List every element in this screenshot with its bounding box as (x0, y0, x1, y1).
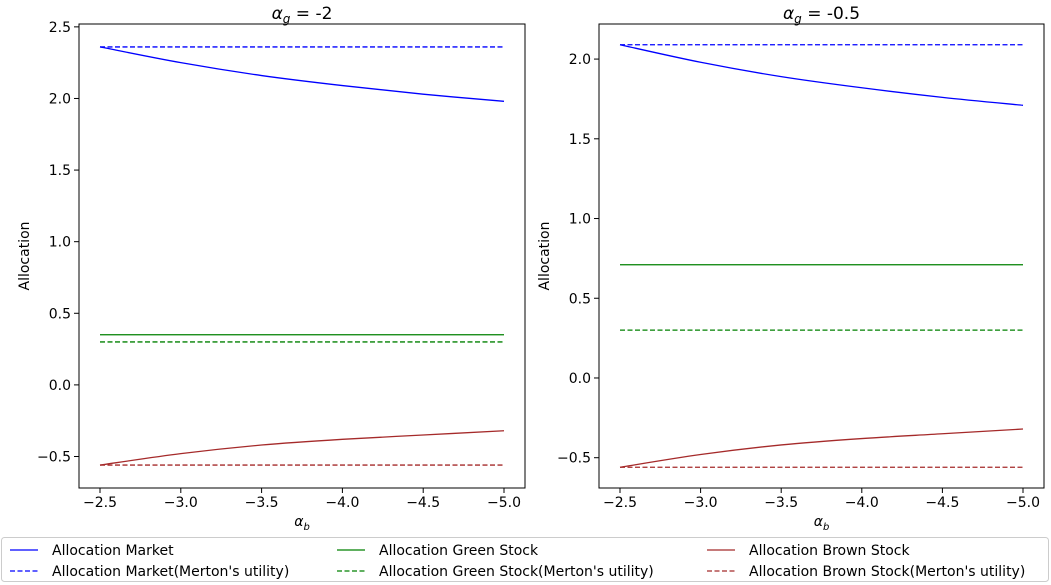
chart-title: αg = -2 (272, 4, 333, 26)
x-axis-label: αb (814, 514, 830, 533)
legend-label: Allocation Brown Stock(Merton's utility) (749, 564, 1025, 580)
x-axis-label-symbol: α (814, 514, 824, 530)
legend-label: Allocation Green Stock (379, 543, 539, 559)
x-axis-label-symbol: α (294, 514, 304, 530)
x-tick-label: −3.0 (684, 495, 718, 511)
x-tick-label: −4.0 (325, 495, 359, 511)
series-line-allocation-market (99, 46, 505, 102)
y-tick-label: 1.0 (49, 235, 71, 251)
legend-label: Allocation Market (52, 543, 174, 559)
y-axis-label: Allocation (537, 221, 553, 290)
x-tick-label: −5.0 (1006, 495, 1040, 511)
legend-frame (1, 537, 1049, 582)
y-tick-label: 2.5 (49, 20, 71, 36)
x-tick-label: −5.0 (487, 495, 521, 511)
y-tick-label: 0.0 (49, 378, 71, 394)
x-tick-label: −3.5 (245, 495, 279, 511)
series-line-allocation-brown-stock (619, 428, 1024, 468)
chart-panel-1: −2.5 −3.0 −3.5 −4.0 −4.5 −5.0 −0.5 0.0 0.5 1.0 1.5… (17, 4, 526, 533)
chart-title-subscript: g (283, 12, 291, 26)
x-tick-label: −4.5 (406, 495, 440, 511)
y-tick-label: 1.0 (569, 212, 591, 228)
chart-title-symbol: α (783, 4, 794, 24)
x-tick-label: −2.5 (83, 495, 117, 511)
y-tick-label: 1.5 (49, 163, 71, 179)
plot-frame (598, 23, 1045, 489)
legend-label: Allocation Green Stock(Merton's utility) (379, 564, 654, 580)
chart-title-value: = -0.5 (802, 4, 860, 24)
x-tick-label: −2.5 (603, 495, 637, 511)
y-axis-label: Allocation (17, 221, 33, 290)
y-tick-label: 2.0 (569, 52, 591, 68)
chart-title: αg = -0.5 (783, 4, 860, 26)
y-tick-label: −0.5 (37, 449, 71, 465)
y-tick-label: 0.0 (569, 371, 591, 387)
x-tick-label: −3.5 (764, 495, 798, 511)
plot-frame (78, 23, 526, 489)
series-line-allocation-market (619, 44, 1024, 106)
chart-panel-2: −2.5 −3.0 −3.5 −4.0 −4.5 −5.0 −0.5 0.0 0.5 1.0 1.5… (537, 4, 1045, 533)
x-tick-label: −3.0 (164, 495, 198, 511)
chart-title-value: = -2 (290, 4, 332, 24)
series-line-allocation-brown-stock (99, 430, 505, 466)
x-axis-label-subscript: b (303, 522, 309, 533)
x-tick-label: −4.5 (925, 495, 959, 511)
x-tick-label: −4.0 (845, 495, 879, 511)
legend-label: Allocation Market(Merton's utility) (52, 564, 289, 580)
y-tick-label: −0.5 (557, 451, 591, 467)
legend: Allocation Market Allocation Market(Merto… (1, 537, 1049, 582)
x-axis-label-subscript: b (823, 522, 829, 533)
y-tick-label: 2.0 (49, 91, 71, 107)
legend-label: Allocation Brown Stock (749, 543, 910, 559)
y-tick-label: 1.5 (569, 132, 591, 148)
y-tick-label: 0.5 (569, 291, 591, 307)
x-axis-label: αb (294, 514, 310, 533)
chart-title-subscript: g (794, 12, 802, 26)
chart-title-symbol: α (272, 4, 283, 24)
y-tick-label: 0.5 (49, 306, 71, 322)
